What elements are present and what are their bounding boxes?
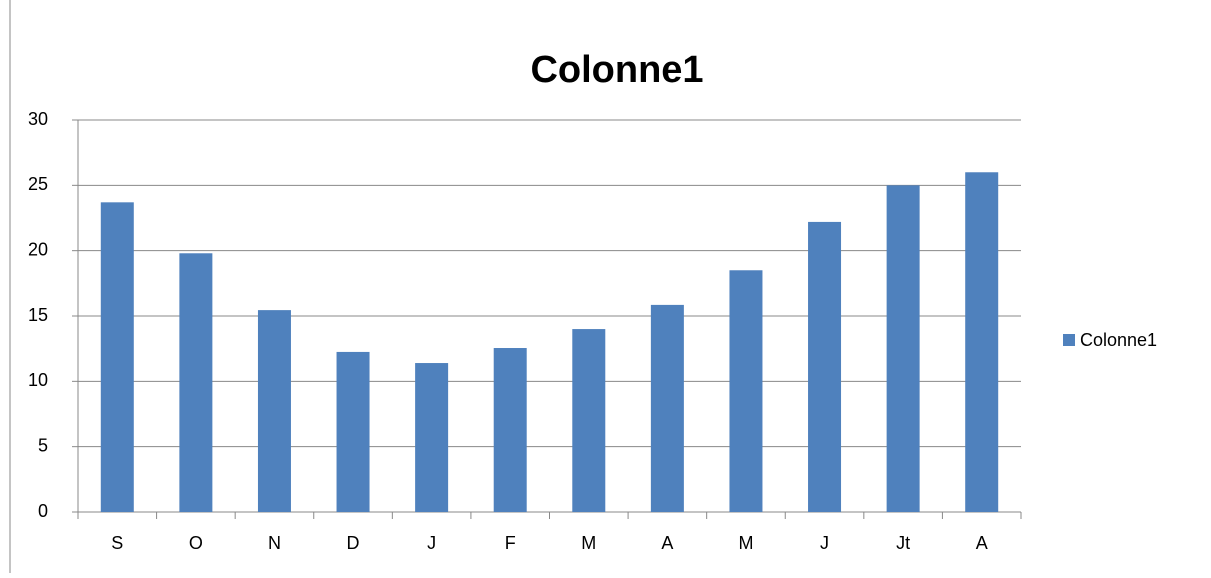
bar (493, 348, 527, 512)
bar (257, 310, 291, 512)
bar (572, 329, 606, 512)
y-tick-label: 15 (28, 305, 48, 325)
bar (179, 253, 213, 512)
x-tick-label: N (268, 533, 281, 553)
bar (415, 363, 449, 512)
y-tick-label: 25 (28, 174, 48, 194)
bar (886, 185, 920, 513)
x-tick-label: J (820, 533, 829, 553)
bar (965, 172, 999, 512)
y-tick-label: 5 (38, 435, 48, 455)
bar (100, 202, 134, 512)
x-tick-label: A (976, 533, 988, 553)
bar (729, 270, 763, 512)
bar (808, 221, 842, 513)
x-tick-label: Jt (896, 533, 910, 553)
legend-label: Colonne1 (1080, 330, 1157, 350)
y-tick-label: 30 (28, 109, 48, 129)
x-tick-label: F (505, 533, 516, 553)
x-tick-label: D (347, 533, 360, 553)
bar (650, 304, 684, 512)
x-tick-label: M (738, 533, 753, 553)
x-tick-label: J (427, 533, 436, 553)
bar (336, 351, 370, 512)
y-tick-label: 10 (28, 370, 48, 390)
x-tick-label: S (111, 533, 123, 553)
x-tick-label: M (581, 533, 596, 553)
x-tick-label: A (661, 533, 673, 553)
chart-title: Colonne1 (530, 49, 703, 91)
y-tick-label: 0 (38, 501, 48, 521)
y-tick-label: 20 (28, 239, 48, 259)
legend-swatch (1063, 334, 1075, 346)
x-tick-label: O (189, 533, 203, 553)
